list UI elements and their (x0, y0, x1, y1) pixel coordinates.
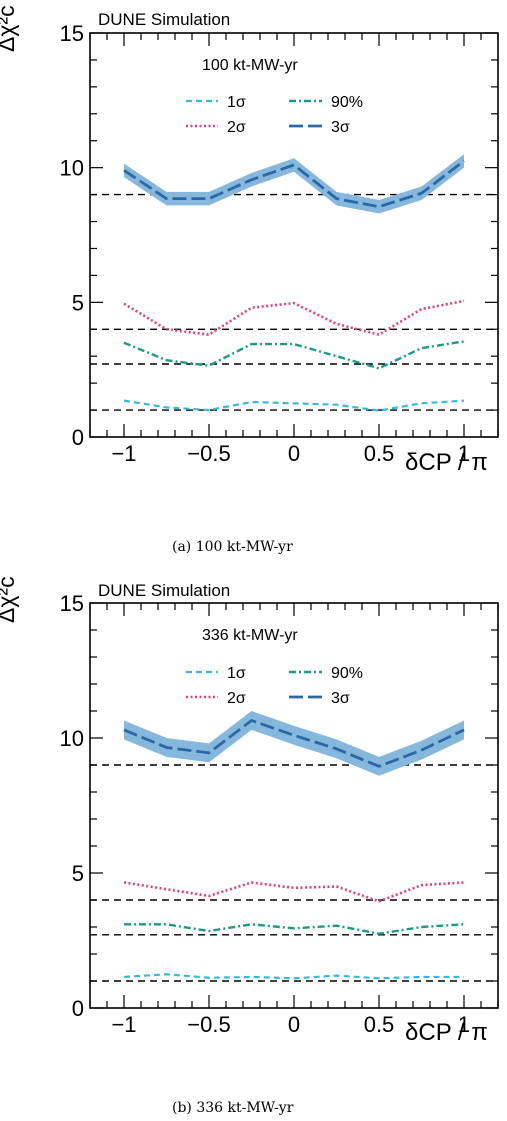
x-tick-label: 0.5 (364, 441, 395, 466)
legend-label-2sigma: 2σ (227, 690, 246, 707)
series-line-3 (123, 719, 465, 768)
plot-area (90, 154, 498, 412)
series-line-1 (123, 299, 465, 336)
x-tick-label: −0.5 (187, 441, 230, 466)
x-tick-label: 1 (458, 441, 470, 466)
y-tick-label: 0 (72, 425, 84, 450)
watermark-text: DUNE Simulation (98, 10, 230, 29)
y-tick-label: 5 (72, 861, 84, 886)
legend-label-2sigma: 2σ (227, 119, 246, 136)
legend-title: 336 kt-MW-yr (202, 627, 298, 644)
plot-area (90, 711, 498, 982)
caption: (a) 100 kt-MW-yr (172, 539, 293, 555)
y-axis-label: Δχ²c (0, 5, 19, 52)
x-tick-label: 0 (288, 441, 300, 466)
y-tick-label: 0 (72, 996, 84, 1021)
plot-frame (89, 32, 499, 438)
watermark-text: DUNE Simulation (98, 581, 230, 600)
y-axis-label: Δχ²c (0, 576, 19, 623)
series-line-3 (123, 159, 465, 209)
legend: 1σ 90% 2σ 3σ (186, 94, 363, 136)
series-line-2 (123, 340, 465, 370)
x-tick-label: 0.5 (364, 1012, 395, 1037)
x-tick-label: −1 (111, 441, 136, 466)
series-band-3sigma (124, 711, 464, 776)
series-line-0 (123, 399, 465, 412)
series-line-1 (123, 881, 465, 903)
series-line-0 (123, 973, 464, 980)
series-line-2 (124, 923, 465, 935)
x-tick-label: 0 (288, 1012, 300, 1037)
y-tick-label: 10 (60, 726, 84, 751)
y-tick-label: 5 (72, 290, 84, 315)
chart-panel-a: DUNE Simulation 100 kt-MW-yr 1σ 90% 2σ 3… (0, 5, 499, 555)
y-tick-label: 10 (60, 156, 84, 181)
x-axis-label: δCP / π (405, 449, 488, 476)
legend-label-3sigma: 3σ (331, 690, 350, 707)
legend-label-90pct: 90% (331, 94, 363, 111)
legend-label-90pct: 90% (331, 665, 363, 682)
legend-label-1sigma: 1σ (227, 94, 246, 111)
chart-panel-b: DUNE Simulation 336 kt-MW-yr 1σ 90% 2σ 3… (0, 576, 499, 1116)
plot-frame (89, 602, 499, 1009)
legend-title: 100 kt-MW-yr (202, 57, 298, 74)
caption: (b) 336 kt-MW-yr (172, 1100, 294, 1116)
legend-label-1sigma: 1σ (227, 665, 246, 682)
legend-label-3sigma: 3σ (331, 119, 350, 136)
y-tick-label: 15 (60, 21, 84, 46)
y-tick-label: 15 (60, 591, 84, 616)
x-tick-label: 1 (458, 1012, 470, 1037)
legend: 1σ 90% 2σ 3σ (186, 665, 363, 707)
x-tick-label: −0.5 (187, 1012, 230, 1037)
x-tick-label: −1 (111, 1012, 136, 1037)
series-band-3sigma (124, 154, 464, 214)
x-axis-label: δCP / π (405, 1019, 488, 1046)
